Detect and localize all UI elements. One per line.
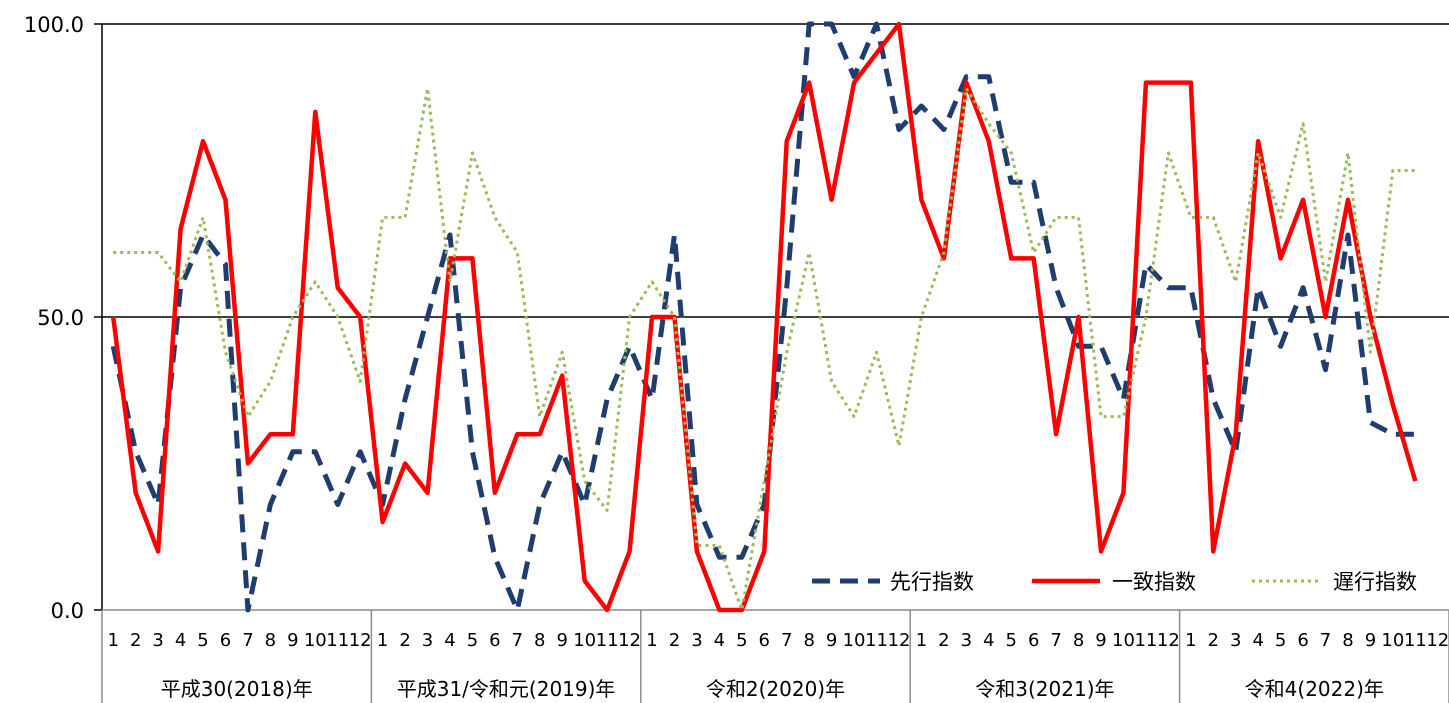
month-tick-label: 12 xyxy=(888,630,911,651)
month-tick-label: 9 xyxy=(826,630,837,651)
month-tick-label: 1 xyxy=(916,630,927,651)
month-tick-label: 1 xyxy=(377,630,388,651)
month-tick-label: 3 xyxy=(422,630,433,651)
legend-label-2: 一致指数 xyxy=(1112,570,1196,594)
month-tick-label: 2 xyxy=(130,630,141,651)
month-tick-label: 11 xyxy=(865,630,888,651)
y-tick-label: 50.0 xyxy=(37,306,84,330)
series-line-1 xyxy=(110,21,1416,613)
month-tick-label: 2 xyxy=(399,630,410,651)
month-tick-label: 6 xyxy=(489,630,500,651)
month-tick-label: 10 xyxy=(1381,630,1404,651)
month-tick-label: 12 xyxy=(349,630,372,651)
month-tick-label: 10 xyxy=(304,630,327,651)
month-tick-label: 3 xyxy=(691,630,702,651)
month-tick-label: 5 xyxy=(1005,630,1016,651)
series-layer xyxy=(110,21,1418,613)
month-tick-label: 12 xyxy=(618,630,641,651)
y-tick-label: 0.0 xyxy=(51,599,84,623)
legend-label-3: 遅行指数 xyxy=(1333,570,1417,594)
month-tick-label: 3 xyxy=(1230,630,1241,651)
month-tick-label: 2 xyxy=(938,630,949,651)
year-group-label: 令和3(2021)年 xyxy=(975,677,1114,701)
month-tick-label: 11 xyxy=(1404,630,1427,651)
month-tick-label: 4 xyxy=(1252,630,1263,651)
month-tick-label: 12 xyxy=(1157,630,1180,651)
series-line-3 xyxy=(113,86,1416,612)
y-tick-label: 100.0 xyxy=(24,13,84,37)
legend-label-1: 先行指数 xyxy=(890,570,974,594)
year-group-label: 令和4(2022)年 xyxy=(1245,677,1384,701)
month-tick-label: 5 xyxy=(467,630,478,651)
month-tick-label: 5 xyxy=(1275,630,1286,651)
month-tick-label: 4 xyxy=(444,630,455,651)
month-tick-label: 10 xyxy=(573,630,596,651)
month-tick-label: 7 xyxy=(1320,630,1331,651)
month-tick-label: 8 xyxy=(1073,630,1084,651)
month-tick-label: 8 xyxy=(803,630,814,651)
month-tick-label: 9 xyxy=(1095,630,1106,651)
month-tick-label: 11 xyxy=(1134,630,1157,651)
month-tick-label: 6 xyxy=(220,630,231,651)
month-tick-label: 11 xyxy=(596,630,619,651)
month-tick-label: 9 xyxy=(556,630,567,651)
month-tick-label: 8 xyxy=(265,630,276,651)
legend: 先行指数 一致指数 遅行指数 xyxy=(812,570,1417,594)
month-tick-label: 5 xyxy=(736,630,747,651)
month-tick-label: 2 xyxy=(669,630,680,651)
month-tick-label: 4 xyxy=(175,630,186,651)
month-tick-label: 6 xyxy=(1028,630,1039,651)
year-group-label: 平成30(2018)年 xyxy=(161,677,313,701)
month-tick-label: 7 xyxy=(781,630,792,651)
month-tick-label: 12 xyxy=(1426,630,1449,651)
month-tick-label: 7 xyxy=(512,630,523,651)
month-tick-label: 9 xyxy=(1365,630,1376,651)
year-group-label: 令和2(2020)年 xyxy=(706,677,845,701)
month-tick-label: 10 xyxy=(1112,630,1135,651)
year-group-label: 平成31/令和元(2019)年 xyxy=(397,677,616,701)
month-tick-label: 4 xyxy=(983,630,994,651)
month-tick-label: 1 xyxy=(107,630,118,651)
month-tick-label: 3 xyxy=(961,630,972,651)
month-tick-label: 9 xyxy=(287,630,298,651)
month-tick-label: 1 xyxy=(1185,630,1196,651)
month-tick-label: 1 xyxy=(646,630,657,651)
axis-layer xyxy=(94,23,1449,703)
month-tick-label: 4 xyxy=(714,630,725,651)
month-tick-label: 10 xyxy=(843,630,866,651)
series-line-2 xyxy=(110,21,1418,613)
month-tick-label: 5 xyxy=(197,630,208,651)
month-tick-label: 8 xyxy=(534,630,545,651)
month-tick-label: 6 xyxy=(1297,630,1308,651)
month-tick-label: 11 xyxy=(326,630,349,651)
month-tick-label: 2 xyxy=(1208,630,1219,651)
month-tick-label: 8 xyxy=(1342,630,1353,651)
month-tick-label: 7 xyxy=(242,630,253,651)
month-tick-label: 7 xyxy=(1050,630,1061,651)
month-tick-label: 6 xyxy=(759,630,770,651)
month-tick-label: 3 xyxy=(152,630,163,651)
